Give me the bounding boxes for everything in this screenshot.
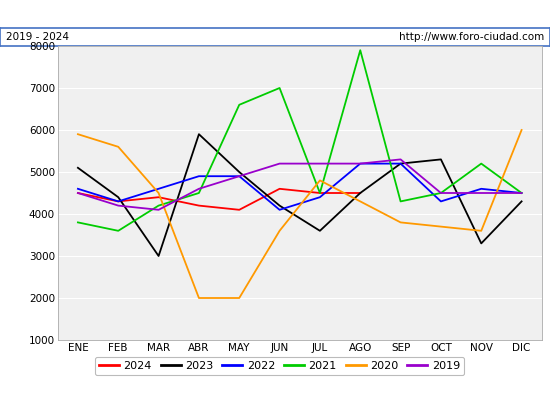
Legend: 2024, 2023, 2022, 2021, 2020, 2019: 2024, 2023, 2022, 2021, 2020, 2019 [95, 356, 464, 376]
Text: http://www.foro-ciudad.com: http://www.foro-ciudad.com [399, 32, 544, 42]
Text: Evolucion Nº Turistas Nacionales en el municipio de Alcaudete: Evolucion Nº Turistas Nacionales en el m… [80, 8, 470, 20]
Text: 2019 - 2024: 2019 - 2024 [6, 32, 69, 42]
